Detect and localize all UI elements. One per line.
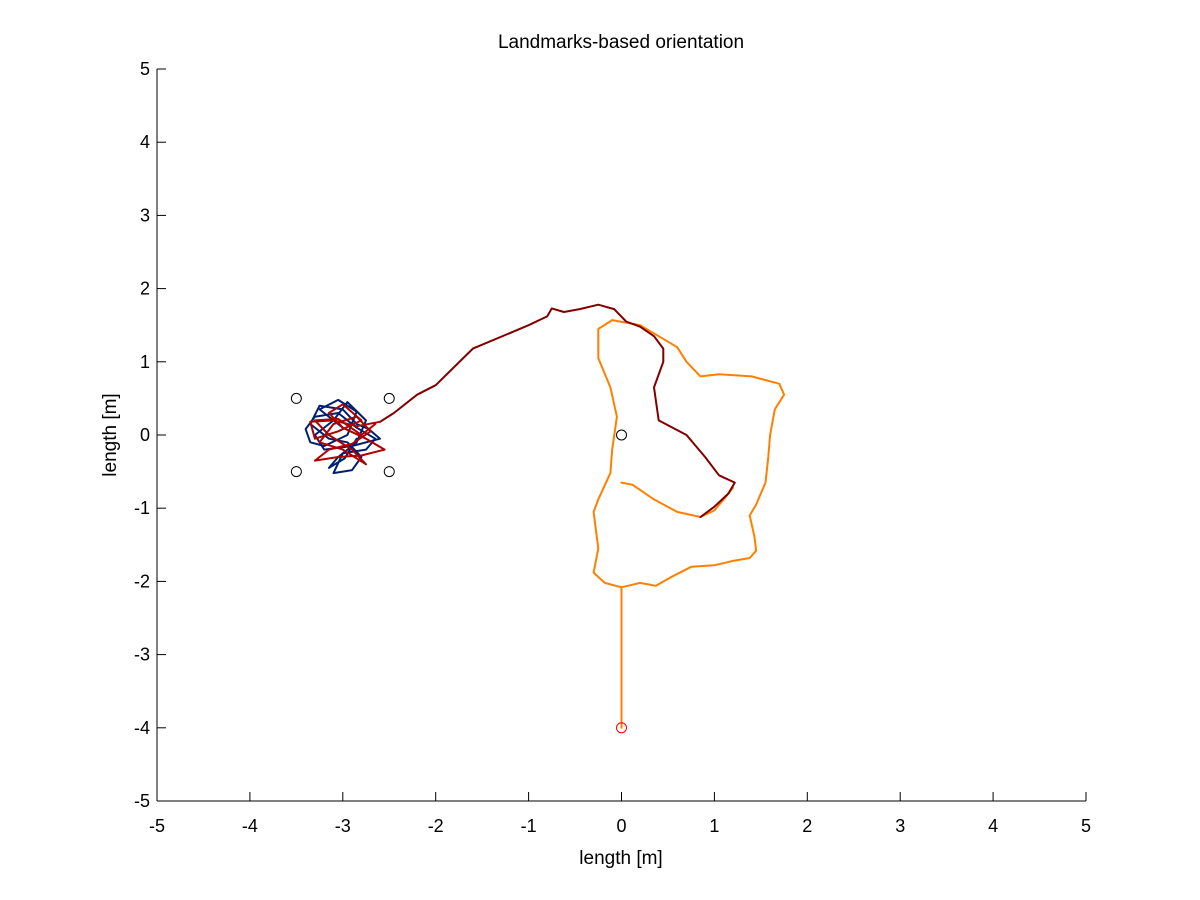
y-tick-label: 2 (140, 279, 150, 299)
plot-axes: -5 -4 -3 -2 -1 0 1 2 3 4 5 -5 -4 -3 -2 -1 0 1 2 3 4 5 (134, 59, 1091, 836)
x-tick-label: 0 (616, 816, 626, 836)
landmark-marker (616, 429, 627, 441)
y-tick-label: -1 (134, 498, 150, 518)
x-tick-label: 2 (802, 816, 812, 836)
y-axis-label: length [m] (100, 393, 121, 476)
x-tick-label: -5 (149, 816, 165, 836)
landmark-marker (290, 466, 302, 478)
x-axis-label: length [m] (579, 848, 662, 869)
y-tick-label: -2 (134, 571, 150, 591)
x-tick-label: 4 (988, 816, 998, 836)
y-tick-label: -4 (134, 718, 150, 738)
y-tick-label: 5 (140, 59, 150, 79)
y-tick-label: -5 (134, 791, 150, 811)
x-tick-label: -4 (242, 816, 258, 836)
landmark-marker (290, 392, 302, 404)
trajectory-series-4 (304, 398, 381, 475)
series-layer (304, 303, 786, 729)
trajectory-series-5 (309, 403, 386, 466)
x-tick-label: -1 (521, 816, 537, 836)
y-tick-label: 0 (140, 425, 150, 445)
landmark-marker (616, 722, 627, 734)
chart-title: Landmarks-based orientation (498, 32, 744, 53)
trajectory-series-3 (379, 303, 736, 518)
x-tick-label: 5 (1081, 816, 1091, 836)
y-tick-label: 1 (140, 352, 150, 372)
y-tick-label: 4 (140, 132, 150, 152)
x-tick-label: -3 (335, 816, 351, 836)
y-tick-label: 3 (140, 205, 150, 225)
x-tick-label: 1 (709, 816, 719, 836)
marker-layer (290, 392, 627, 734)
landmark-marker (383, 392, 395, 404)
landmark-marker (383, 466, 395, 478)
trajectory-series-1 (592, 319, 786, 729)
y-tick-label: -3 (134, 645, 150, 665)
trajectory-series-2 (620, 481, 734, 518)
x-tick-label: -2 (428, 816, 444, 836)
x-tick-label: 3 (895, 816, 905, 836)
